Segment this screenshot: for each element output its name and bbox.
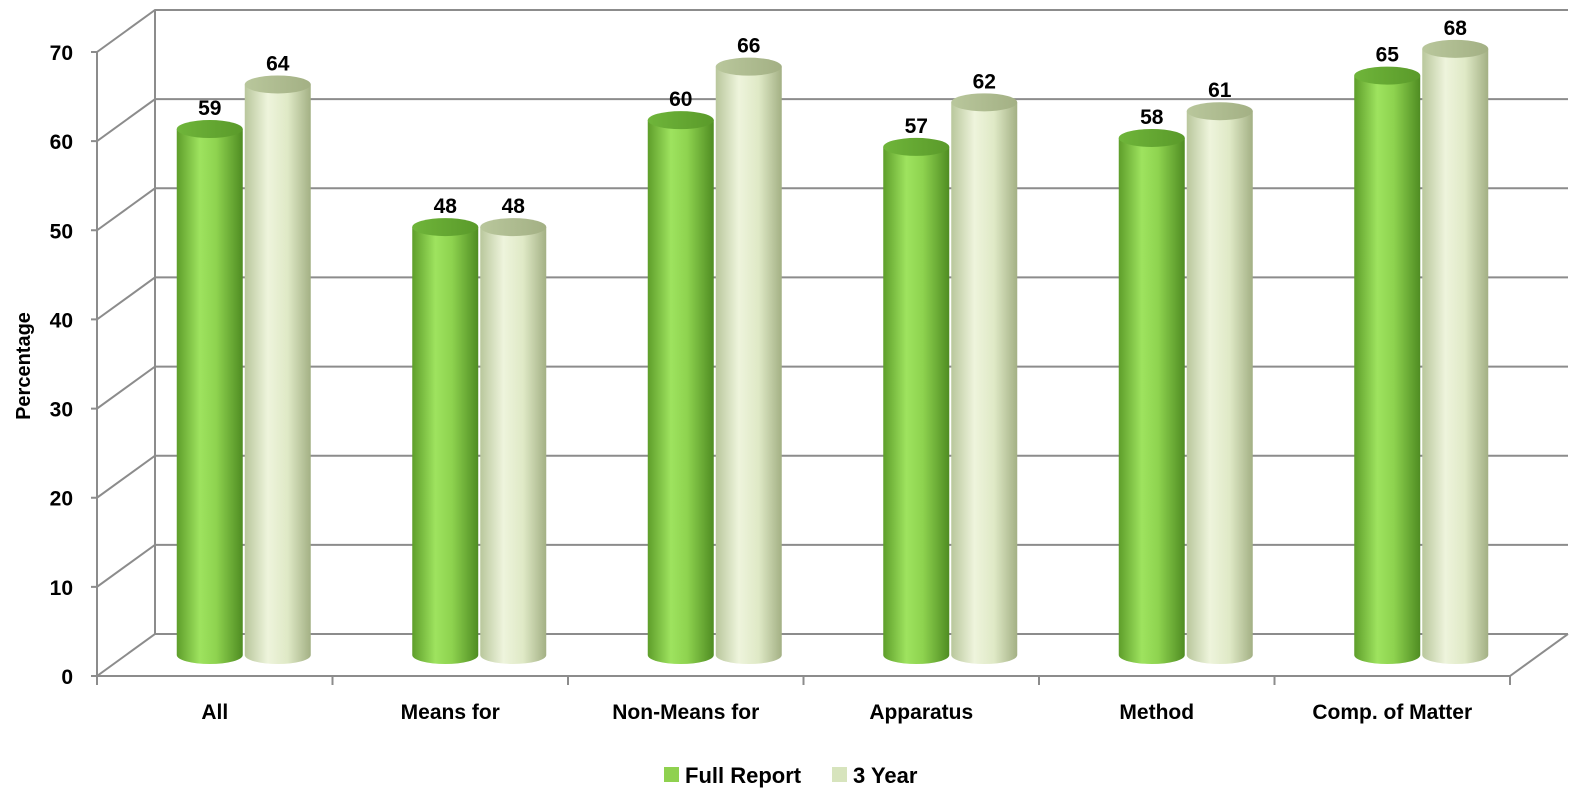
- legend-swatch: [832, 767, 847, 782]
- x-category-label: Apparatus: [869, 701, 973, 724]
- legend-label: Full Report: [685, 763, 802, 788]
- data-label: 61: [1208, 79, 1232, 102]
- bar: [1354, 66, 1421, 665]
- x-category-label: Method: [1119, 701, 1194, 724]
- bar: [1118, 128, 1185, 664]
- data-label: 58: [1140, 106, 1164, 129]
- y-tick-label: 60: [50, 131, 73, 154]
- y-tick-label: 30: [50, 399, 73, 422]
- gridline: [91, 9, 1568, 53]
- bar: [951, 93, 1018, 665]
- gridline: [91, 454, 1568, 499]
- legend: Full Report 3 Year: [664, 763, 918, 788]
- data-label: 64: [266, 52, 290, 75]
- data-label: 48: [434, 195, 458, 218]
- x-category-label: Non-Means for: [612, 701, 759, 724]
- floor-edge: [97, 633, 1569, 677]
- bar: [244, 75, 311, 664]
- data-label: 68: [1444, 17, 1468, 40]
- gridline: [91, 98, 1568, 143]
- legend-item: 3 Year: [832, 763, 918, 788]
- data-label: 57: [905, 115, 928, 138]
- y-tick-label: 20: [50, 488, 73, 511]
- data-label: 62: [973, 70, 996, 93]
- bar: [647, 111, 714, 664]
- data-label: 59: [198, 97, 221, 120]
- data-label: 65: [1376, 44, 1400, 67]
- bar: [480, 218, 547, 664]
- legend-swatch: [664, 767, 679, 782]
- y-tick-label: 40: [50, 309, 73, 332]
- bar: [883, 137, 950, 664]
- bar: [176, 120, 243, 665]
- labels-layer: 0 10 20 30 40 50 60 70 All Means for Non-Means for…: [50, 17, 1473, 724]
- data-label: 60: [669, 88, 692, 111]
- x-category-label: Comp. of Matter: [1312, 701, 1472, 724]
- bar: [1186, 102, 1253, 664]
- y-axis-title: Percentage: [13, 312, 35, 420]
- y-tick-label: 70: [50, 42, 73, 65]
- y-tick-label: 0: [61, 666, 73, 689]
- bar: [1422, 39, 1489, 665]
- y-tick-label: 50: [50, 220, 73, 243]
- bar: [715, 57, 782, 664]
- gridline: [91, 365, 1568, 410]
- gridline: [91, 633, 1568, 677]
- grid-layer: [91, 9, 1569, 685]
- y-tick-label: 10: [50, 577, 73, 600]
- bar: [412, 218, 479, 664]
- gridline: [91, 187, 1568, 232]
- gridline: [91, 276, 1568, 321]
- x-category-label: Means for: [401, 701, 500, 724]
- data-label: 66: [737, 35, 760, 58]
- bars-layer: [176, 39, 1489, 665]
- x-category-label: All: [201, 701, 228, 724]
- legend-label: 3 Year: [853, 763, 918, 788]
- legend-item: Full Report: [664, 763, 802, 788]
- data-label: 48: [502, 195, 526, 218]
- gridline: [91, 543, 1568, 588]
